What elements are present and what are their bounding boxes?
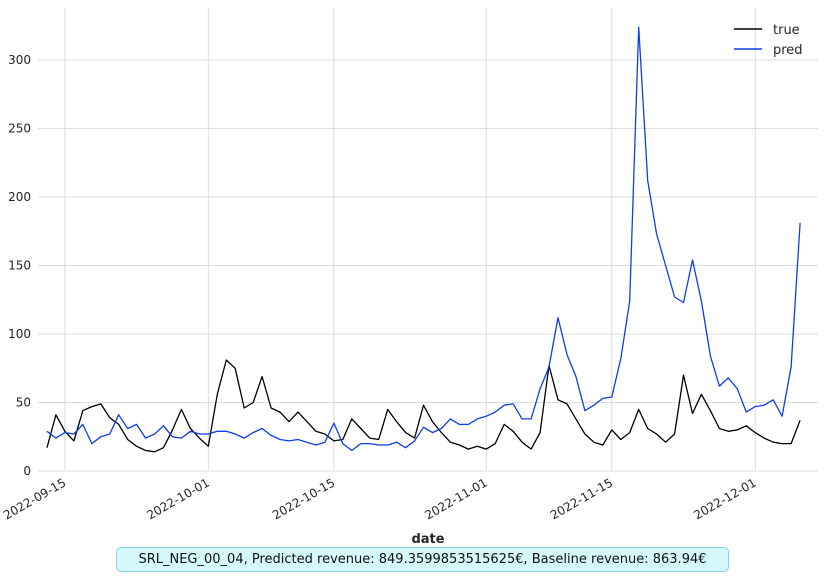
series-line-pred — [46, 26, 801, 452]
y-axis-ticks: 0 50 100 150 200 250 300 — [8, 53, 31, 478]
x-axis-label: date — [411, 532, 444, 547]
y-tick-label: 50 — [16, 396, 31, 410]
legend-label-pred: pred — [773, 43, 803, 58]
caption-box: SRL_NEG_00_04, Predicted revenue: 849.35… — [116, 547, 729, 572]
y-tick-label: 300 — [8, 53, 31, 67]
series-lines — [46, 26, 801, 453]
legend: true pred — [734, 23, 803, 58]
y-tick-label: 0 — [23, 464, 31, 478]
series-line-true — [46, 359, 801, 453]
legend-label-true: true — [773, 23, 800, 38]
y-tick-label: 100 — [8, 327, 31, 341]
y-tick-label: 250 — [8, 122, 31, 136]
y-tick-label: 200 — [8, 190, 31, 204]
grid — [38, 8, 818, 472]
y-tick-label: 150 — [8, 259, 31, 273]
caption-text: SRL_NEG_00_04, Predicted revenue: 849.35… — [138, 552, 707, 567]
